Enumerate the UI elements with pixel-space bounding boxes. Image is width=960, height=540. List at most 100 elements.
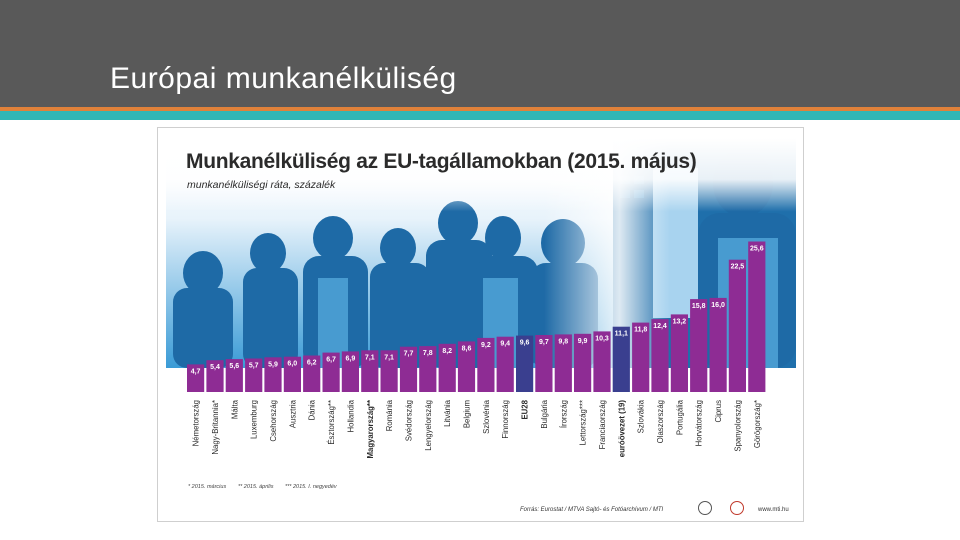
category-label-19: Írország — [559, 400, 568, 428]
teal-stripe — [0, 111, 960, 120]
bar-9 — [361, 350, 379, 392]
category-label-27: Ciprus — [714, 400, 723, 423]
bar-value-label-29: 25,6 — [750, 246, 764, 253]
footnote-3: *** 2015. I. negyedév — [285, 484, 337, 490]
bar-29 — [748, 241, 766, 392]
bar-value-label-15: 9,2 — [481, 342, 491, 349]
bar-value-label-25: 13,2 — [673, 318, 687, 325]
footnote-2: ** 2015. április — [238, 484, 274, 490]
bar-value-label-26: 15,8 — [692, 303, 706, 310]
bar-6 — [303, 355, 321, 392]
bar-value-label-20: 9,9 — [578, 338, 588, 345]
slide-title: Európai munkanélküliség — [110, 62, 457, 95]
category-label-28: Spanyolország — [733, 400, 742, 452]
target-logo-icon — [730, 501, 744, 515]
bar-value-label-24: 12,4 — [653, 323, 667, 330]
category-label-26: Horvátország — [695, 400, 704, 446]
bar-value-label-0: 4,7 — [191, 368, 201, 375]
bar-4 — [264, 357, 282, 392]
bar-7 — [322, 352, 340, 392]
category-label-8: Hollandia — [346, 399, 355, 432]
bar-value-label-3: 5,7 — [249, 363, 259, 370]
bar-13 — [438, 343, 456, 392]
bar-10 — [380, 350, 398, 392]
bar-16 — [496, 336, 514, 392]
category-label-18: Bulgária — [540, 399, 549, 428]
bar-value-label-1: 5,4 — [210, 364, 220, 371]
bar-25 — [670, 314, 688, 392]
bar-2 — [225, 359, 243, 392]
category-label-1: Nagy-Britannia* — [211, 400, 220, 455]
category-label-12: Lengyelország — [424, 400, 433, 451]
bar-value-label-16: 9,4 — [500, 341, 510, 348]
category-label-17: EU28 — [521, 399, 530, 419]
bar-15 — [477, 337, 495, 392]
bar-14 — [457, 341, 476, 392]
chart-title: Munkanélküliség az EU-tagállamokban (201… — [186, 150, 697, 173]
category-label-24: Olaszország — [656, 400, 665, 443]
bar-value-label-2: 5,6 — [229, 363, 239, 370]
slide-header — [0, 0, 960, 107]
bar-value-label-21: 10,3 — [595, 335, 609, 342]
website-text: www.mti.hu — [758, 507, 789, 513]
bar-3 — [245, 358, 263, 392]
bar-value-label-14: 8,6 — [462, 345, 472, 352]
category-label-2: Málta — [230, 399, 239, 419]
bar-24 — [651, 319, 669, 392]
bar-21 — [593, 331, 611, 392]
category-label-4: Csehország — [269, 400, 278, 442]
category-label-16: Finnország — [501, 400, 510, 439]
bar-19 — [554, 334, 572, 392]
category-label-14: Belgium — [463, 400, 472, 428]
category-label-3: Luxemburg — [250, 400, 259, 439]
category-label-25: Portugália — [675, 399, 684, 435]
bar-17 — [516, 335, 534, 392]
bar-27 — [709, 297, 727, 392]
bar-value-label-28: 22,5 — [731, 264, 745, 271]
category-label-29: Görögország* — [753, 400, 762, 448]
bar-28 — [728, 259, 746, 392]
bar-8 — [341, 351, 359, 392]
bar-0 — [187, 364, 205, 392]
bar-value-label-27: 16,0 — [711, 302, 725, 309]
source-text: Forrás: Eurostat / MTVA Sajtó- és Fotóar… — [520, 507, 664, 513]
bar-value-label-13: 8,2 — [442, 348, 452, 355]
bar-26 — [690, 299, 708, 392]
bar-value-label-18: 9,7 — [539, 339, 549, 346]
bar-11 — [399, 346, 418, 392]
bar-value-label-5: 6,0 — [287, 361, 297, 368]
category-label-5: Ausztria — [288, 399, 297, 428]
bar-12 — [419, 346, 437, 392]
bar-value-label-9: 7,1 — [365, 354, 375, 361]
bar-22 — [612, 326, 630, 392]
category-label-10: Románia — [385, 399, 394, 431]
category-label-20: Lettország*** — [579, 400, 588, 446]
unemployment-infographic: Munkanélküliség az EU-tagállamokban (201… — [158, 128, 803, 521]
bar-value-label-10: 7,1 — [384, 354, 394, 361]
bar-value-label-17: 9,6 — [520, 340, 530, 347]
bar-value-label-23: 11,8 — [634, 327, 647, 334]
category-label-7: Észtország** — [327, 400, 336, 445]
bar-20 — [574, 333, 592, 392]
category-label-0: Németország — [192, 400, 201, 446]
bar-value-label-7: 6,7 — [326, 357, 336, 364]
mti-logo-icon — [698, 501, 712, 515]
category-label-6: Dánia — [308, 399, 317, 420]
bar-value-label-6: 6,2 — [307, 360, 317, 367]
category-label-21: Franciaország — [598, 400, 607, 449]
bar-value-label-22: 11,1 — [615, 331, 628, 338]
footnote-1: * 2015. március — [188, 484, 227, 490]
chart-subtitle: munkanélküliségi ráta, százalék — [187, 179, 336, 191]
bar-chart: 4,7 Németország 5,4 Nagy-Britannia* 5,6 Málta… — [187, 241, 766, 459]
category-label-13: Litvánia — [443, 399, 452, 427]
orange-stripe — [0, 107, 960, 111]
bar-value-label-4: 5,9 — [268, 361, 278, 368]
bar-5 — [283, 356, 301, 392]
bar-value-label-12: 7,8 — [423, 350, 433, 357]
bar-value-label-11: 7,7 — [404, 351, 414, 358]
bar-value-label-19: 9,8 — [558, 338, 568, 345]
category-label-22: euróövezet (19) — [617, 400, 626, 458]
category-label-11: Svédország — [405, 400, 414, 441]
bar-value-label-8: 6,9 — [346, 355, 356, 362]
category-label-9: Magyarország** — [366, 399, 375, 458]
